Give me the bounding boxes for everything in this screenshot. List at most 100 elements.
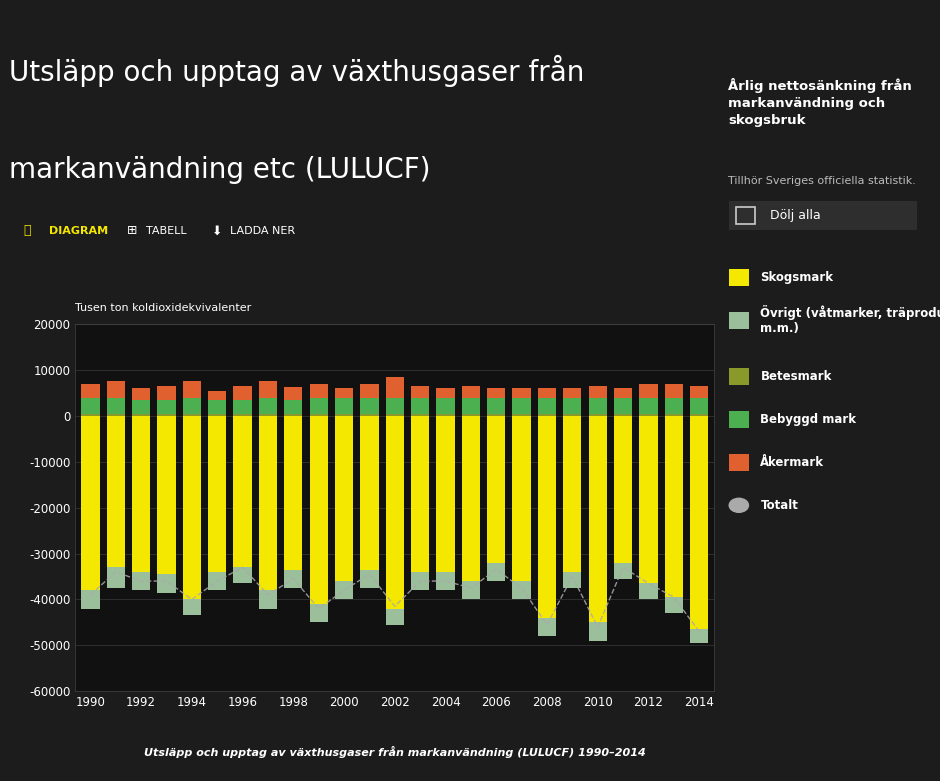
Text: Övrigt (våtmarker, träprodukter,
m.m.): Övrigt (våtmarker, träprodukter, m.m.) <box>760 305 940 335</box>
Bar <box>335 415 353 581</box>
Bar <box>309 414 328 415</box>
Bar <box>411 414 430 415</box>
Text: ⬇: ⬇ <box>212 224 222 237</box>
Bar <box>436 388 455 398</box>
Bar <box>258 415 277 590</box>
Bar <box>258 590 277 608</box>
Bar <box>588 622 607 640</box>
Bar <box>335 414 353 415</box>
Bar <box>385 415 404 608</box>
Bar <box>690 414 709 415</box>
Text: Tillhör Sveriges officiella statistik.: Tillhör Sveriges officiella statistik. <box>728 176 916 186</box>
Bar <box>208 415 227 572</box>
Bar <box>563 398 582 414</box>
Bar <box>360 414 379 415</box>
Bar <box>538 618 556 636</box>
Bar <box>512 388 531 398</box>
Bar <box>106 414 125 415</box>
Bar <box>385 398 404 414</box>
Bar <box>157 415 176 574</box>
Bar <box>411 398 430 414</box>
Bar <box>335 388 353 398</box>
Bar <box>639 398 658 414</box>
Bar <box>563 572 582 588</box>
Bar <box>512 414 531 415</box>
Bar <box>487 388 506 398</box>
Bar <box>538 388 556 398</box>
Bar <box>309 398 328 414</box>
Bar <box>462 415 480 581</box>
Bar <box>639 415 658 583</box>
Bar <box>639 583 658 600</box>
Bar <box>487 414 506 415</box>
Bar <box>284 569 303 588</box>
Bar <box>665 383 683 398</box>
Bar <box>411 572 430 590</box>
Bar <box>436 415 455 572</box>
Bar <box>81 383 100 398</box>
Text: Utsläpp och upptag av växthusgaser från: Utsläpp och upptag av växthusgaser från <box>9 55 585 87</box>
Bar <box>132 400 150 414</box>
Bar <box>258 398 277 414</box>
Bar <box>411 415 430 572</box>
Bar <box>487 415 506 562</box>
Text: Utsläpp och upptag av växthusgaser från markanvändning (LULUCF) 1990–2014: Utsläpp och upptag av växthusgaser från … <box>144 746 646 758</box>
Bar <box>563 388 582 398</box>
Bar <box>258 414 277 415</box>
Bar <box>182 600 201 615</box>
Bar <box>132 415 150 572</box>
Bar <box>690 415 709 629</box>
Bar <box>233 400 252 414</box>
Bar <box>258 381 277 398</box>
Text: Totalt: Totalt <box>760 499 798 512</box>
Bar <box>512 398 531 414</box>
Text: Åkermark: Åkermark <box>760 456 824 469</box>
Bar <box>208 400 227 414</box>
Bar <box>614 562 633 579</box>
Text: DIAGRAM: DIAGRAM <box>49 226 108 237</box>
Bar <box>639 414 658 415</box>
Bar <box>690 629 709 643</box>
Bar <box>512 415 531 581</box>
Bar <box>182 414 201 415</box>
Bar <box>157 574 176 593</box>
Text: 📊: 📊 <box>24 224 31 237</box>
Bar <box>233 415 252 567</box>
Bar <box>284 387 303 400</box>
Bar <box>385 377 404 398</box>
Bar <box>106 381 125 398</box>
Bar <box>411 386 430 398</box>
Text: Skogsmark: Skogsmark <box>760 271 834 284</box>
Text: TABELL: TABELL <box>146 226 186 237</box>
Bar <box>614 414 633 415</box>
Bar <box>736 207 755 224</box>
Bar <box>385 414 404 415</box>
Text: Årlig nettosänkning från
markanvändning och
skogsbruk: Årlig nettosänkning från markanvändning … <box>728 78 912 127</box>
Bar <box>588 414 607 415</box>
Bar <box>665 415 683 597</box>
Bar <box>132 572 150 590</box>
Bar <box>335 398 353 414</box>
Bar <box>157 400 176 414</box>
Text: ⊞: ⊞ <box>127 224 137 237</box>
Bar <box>462 386 480 398</box>
Text: markanvändning etc (LULUCF): markanvändning etc (LULUCF) <box>9 156 431 184</box>
Bar <box>81 590 100 608</box>
Bar <box>538 398 556 414</box>
Bar <box>284 414 303 415</box>
Bar <box>588 398 607 414</box>
Bar <box>690 398 709 414</box>
Bar <box>563 415 582 572</box>
Bar <box>157 386 176 400</box>
Bar <box>309 415 328 604</box>
Bar <box>665 597 683 613</box>
Bar <box>106 415 125 567</box>
Bar <box>538 414 556 415</box>
Bar <box>208 390 227 400</box>
Bar <box>106 567 125 588</box>
Bar <box>360 569 379 588</box>
Bar <box>182 381 201 398</box>
Bar <box>360 383 379 398</box>
Bar <box>512 581 531 600</box>
Bar <box>208 572 227 590</box>
